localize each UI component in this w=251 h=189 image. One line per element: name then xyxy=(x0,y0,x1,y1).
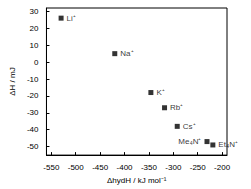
svg-text:-250: -250 xyxy=(190,163,207,172)
svg-text:-40: -40 xyxy=(27,125,39,134)
svg-text:Li⁺: Li⁺ xyxy=(67,14,76,23)
svg-text:-30: -30 xyxy=(27,108,39,117)
svg-text:-300: -300 xyxy=(165,163,182,172)
svg-text:Cs⁺: Cs⁺ xyxy=(183,122,196,131)
svg-text:Rb⁺: Rb⁺ xyxy=(170,103,183,112)
svg-text:-500: -500 xyxy=(68,163,85,172)
svg-text:10: 10 xyxy=(30,41,39,50)
svg-text:-20: -20 xyxy=(27,91,39,100)
svg-text:Me₄N⁺: Me₄N⁺ xyxy=(178,137,201,146)
svg-text:ΔH / mJ: ΔH / mJ xyxy=(8,67,17,95)
svg-text:-350: -350 xyxy=(141,163,158,172)
svg-text:-450: -450 xyxy=(92,163,109,172)
svg-text:-400: -400 xyxy=(117,163,134,172)
svg-text:Na⁺: Na⁺ xyxy=(120,49,133,58)
svg-text:30: 30 xyxy=(30,7,39,16)
svg-text:-200: -200 xyxy=(214,163,231,172)
svg-text:Et₄N⁺: Et₄N⁺ xyxy=(218,140,238,149)
svg-text:-10: -10 xyxy=(27,75,39,84)
svg-text:K⁺: K⁺ xyxy=(156,88,164,97)
svg-text:0: 0 xyxy=(34,58,39,67)
svg-text:20: 20 xyxy=(30,24,39,33)
svg-text:-50: -50 xyxy=(27,142,39,151)
svg-text:-550: -550 xyxy=(43,163,60,172)
svg-text:ΔhydH / kJ mol⁻¹: ΔhydH / kJ mol⁻¹ xyxy=(107,176,167,185)
